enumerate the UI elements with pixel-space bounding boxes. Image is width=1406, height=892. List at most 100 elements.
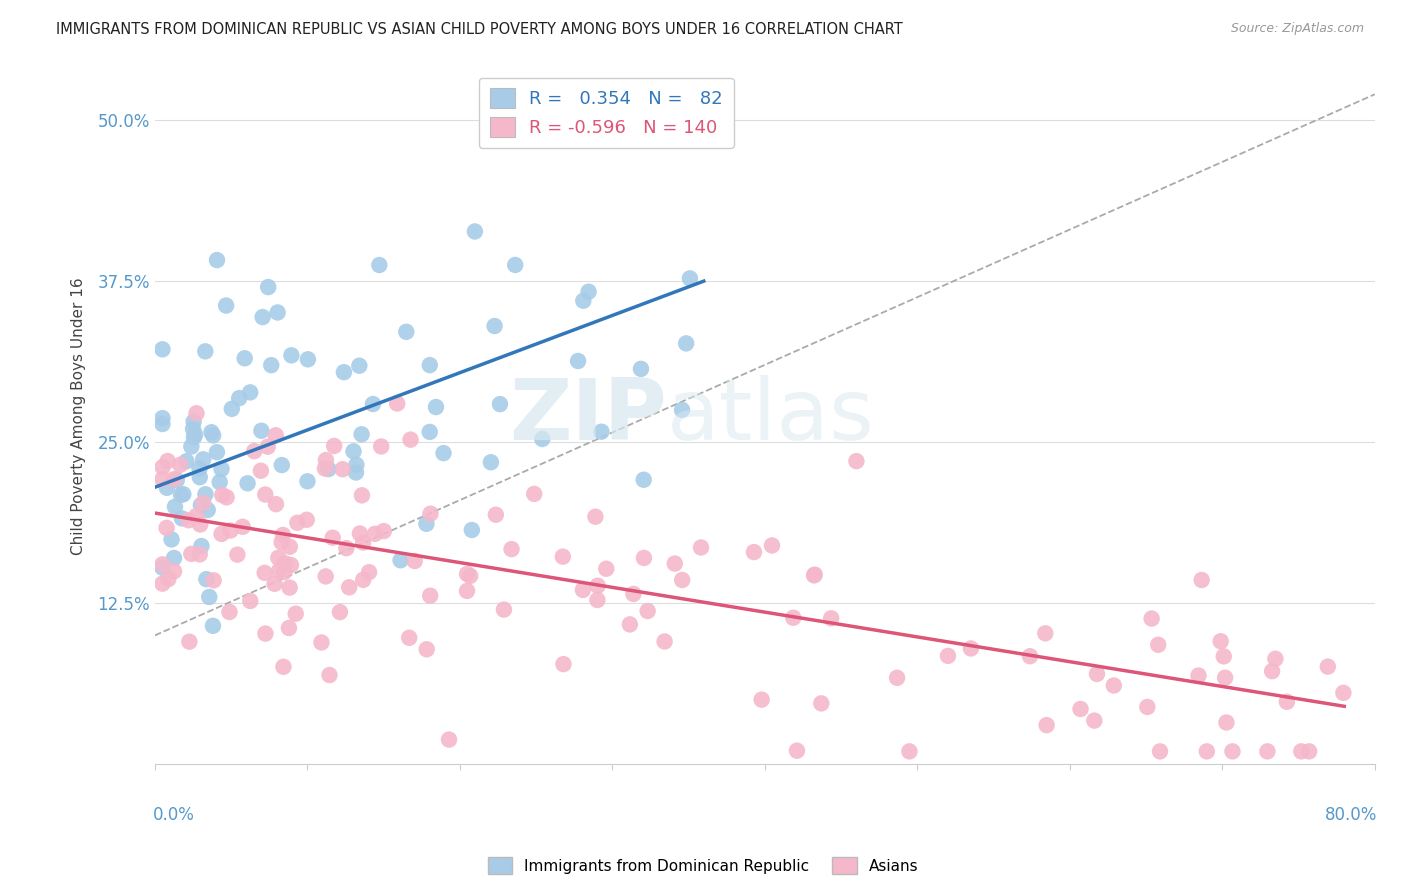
- Point: [1019, 649, 1042, 664]
- Point: [1215, 715, 1237, 730]
- Point: [186, 406, 208, 420]
- Point: [190, 498, 212, 512]
- Point: [690, 541, 713, 555]
- Point: [152, 558, 174, 572]
- Point: [163, 564, 186, 578]
- Point: [820, 611, 842, 625]
- Point: [461, 523, 484, 537]
- Point: [270, 535, 292, 549]
- Point: [280, 558, 302, 572]
- Point: [803, 567, 825, 582]
- Point: [425, 400, 447, 414]
- Point: [591, 425, 613, 439]
- Point: [226, 548, 249, 562]
- Point: [284, 607, 307, 621]
- Point: [419, 589, 441, 603]
- Point: [416, 642, 439, 657]
- Point: [489, 397, 512, 411]
- Point: [786, 744, 808, 758]
- Point: [264, 497, 287, 511]
- Point: [886, 671, 908, 685]
- Point: [364, 526, 387, 541]
- Point: [176, 454, 198, 468]
- Point: [278, 581, 301, 595]
- Point: [170, 511, 193, 525]
- Point: [675, 336, 697, 351]
- Point: [184, 427, 207, 442]
- Point: [152, 460, 174, 475]
- Point: [318, 462, 340, 476]
- Point: [152, 472, 174, 486]
- Point: [201, 619, 224, 633]
- Point: [1261, 664, 1284, 678]
- Point: [211, 488, 233, 502]
- Point: [239, 594, 262, 608]
- Point: [1191, 573, 1213, 587]
- Point: [273, 660, 295, 674]
- Text: Source: ZipAtlas.com: Source: ZipAtlas.com: [1230, 22, 1364, 36]
- Point: [373, 524, 395, 538]
- Point: [344, 458, 367, 472]
- Point: [623, 587, 645, 601]
- Point: [679, 271, 702, 285]
- Point: [583, 509, 606, 524]
- Point: [553, 657, 575, 672]
- Point: [1136, 700, 1159, 714]
- Point: [357, 565, 380, 579]
- Point: [323, 439, 346, 453]
- Point: [1070, 702, 1092, 716]
- Point: [398, 631, 420, 645]
- Point: [960, 641, 983, 656]
- Point: [232, 520, 254, 534]
- Point: [1035, 718, 1057, 732]
- Point: [256, 440, 278, 454]
- Point: [671, 402, 693, 417]
- Point: [1213, 671, 1236, 685]
- Point: [181, 422, 204, 436]
- Point: [572, 293, 595, 308]
- Point: [387, 396, 409, 410]
- Point: [370, 440, 392, 454]
- Point: [297, 475, 319, 489]
- Point: [152, 576, 174, 591]
- Point: [211, 462, 233, 476]
- Point: [188, 470, 211, 484]
- Point: [179, 634, 201, 648]
- Point: [152, 417, 174, 431]
- Point: [619, 617, 641, 632]
- Point: [419, 507, 441, 521]
- Point: [219, 524, 242, 538]
- Point: [285, 516, 308, 530]
- Point: [664, 557, 686, 571]
- Point: [1298, 744, 1320, 758]
- Point: [479, 455, 502, 469]
- Point: [586, 579, 609, 593]
- Point: [263, 576, 285, 591]
- Point: [243, 444, 266, 458]
- Point: [349, 359, 371, 373]
- Point: [188, 517, 211, 532]
- Point: [1256, 744, 1278, 758]
- Point: [1222, 744, 1244, 758]
- Point: [399, 433, 422, 447]
- Point: [314, 461, 336, 475]
- Point: [228, 391, 250, 405]
- Point: [239, 385, 262, 400]
- Point: [742, 545, 765, 559]
- Point: [523, 487, 546, 501]
- Point: [1264, 652, 1286, 666]
- Point: [315, 569, 337, 583]
- Text: 0.0%: 0.0%: [152, 806, 194, 824]
- Point: [1149, 744, 1171, 758]
- Point: [404, 554, 426, 568]
- Point: [419, 358, 441, 372]
- Point: [197, 503, 219, 517]
- Point: [198, 590, 221, 604]
- Point: [205, 253, 228, 268]
- Point: [250, 464, 273, 478]
- Point: [156, 454, 179, 468]
- Point: [352, 573, 374, 587]
- Point: [344, 466, 367, 480]
- Point: [432, 446, 454, 460]
- Point: [810, 697, 832, 711]
